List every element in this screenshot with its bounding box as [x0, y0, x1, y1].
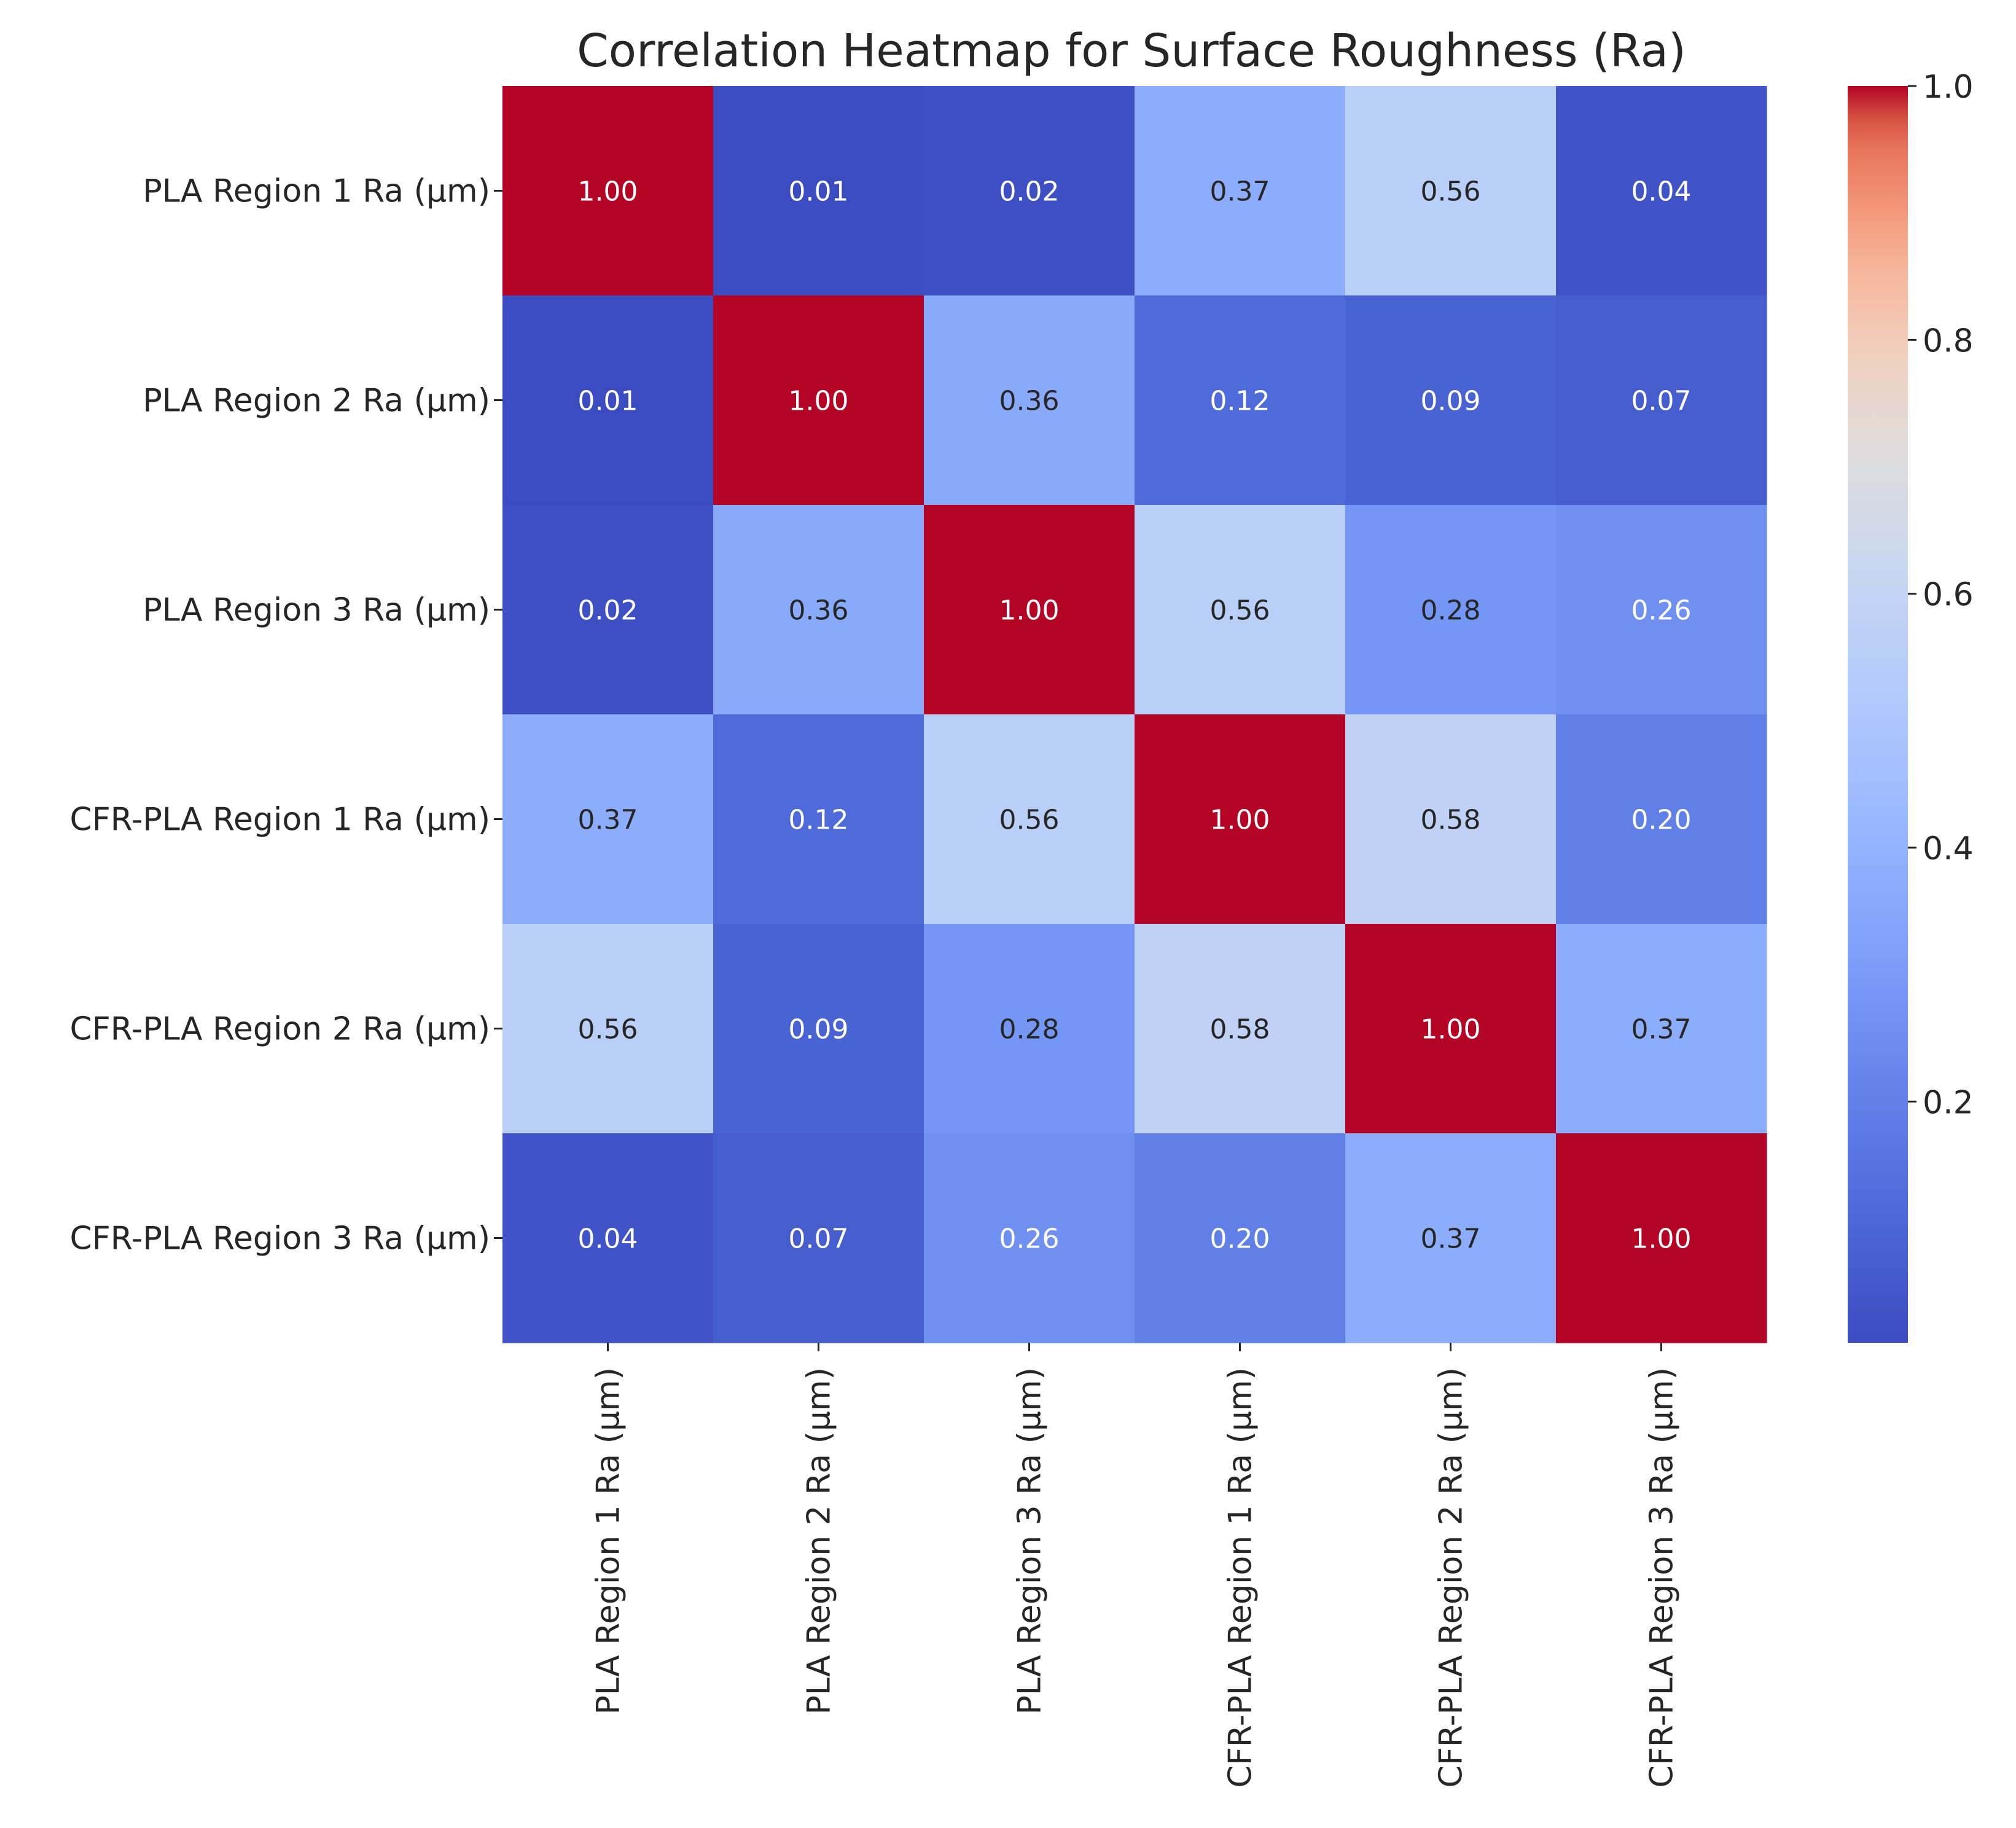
cell-value-label-r1-c3: 0.02 — [999, 176, 1060, 208]
cell-value-label-r4-c5: 0.58 — [1421, 805, 1481, 836]
cell-value-label-r4-c1: 0.37 — [578, 805, 638, 836]
cell-value-label-r4-c3: 0.56 — [999, 805, 1060, 836]
row-labels: PLA Region 1 Ra (μm) PLA Region 2 Ra (μm)… — [70, 173, 502, 1257]
cell-value-label-r5-c6: 0.37 — [1631, 1014, 1692, 1045]
heatmap-cell-r2-c4 — [1135, 295, 1346, 506]
heatmap-cell-r3-c4 — [1135, 505, 1346, 715]
heatmap-cell-r1-c1 — [502, 86, 714, 296]
cell-value-label-r3-c4: 0.56 — [1210, 595, 1270, 627]
cell-value-label-r6-c5: 0.37 — [1421, 1224, 1481, 1255]
cell-value-label-r5-c5: 1.00 — [1421, 1014, 1481, 1045]
column-label-5: CFR-PLA Region 2 Ra (μm) — [1433, 1367, 1470, 1787]
colorbar-tick-label-4: 0.8 — [1923, 322, 1974, 359]
cell-value-label-r5-c1: 0.56 — [578, 1014, 638, 1045]
colorbar-tick-label-5: 1.0 — [1923, 69, 1974, 106]
cell-value-label-r5-c2: 0.09 — [789, 1014, 849, 1045]
heatmap-cell-r2-c2 — [713, 295, 924, 506]
column-label-6: CFR-PLA Region 3 Ra (μm) — [1644, 1367, 1681, 1787]
heatmap-cell-r2-c6 — [1556, 295, 1767, 506]
row-label-6: CFR-PLA Region 3 Ra (μm) — [70, 1221, 490, 1257]
heatmap-cell-r2-c3 — [924, 295, 1135, 506]
row-label-5: CFR-PLA Region 2 Ra (μm) — [70, 1011, 490, 1048]
cell-value-label-r1-c6: 0.04 — [1631, 176, 1692, 208]
column-labels: PLA Region 1 Ra (μm) PLA Region 2 Ra (μm)… — [590, 1343, 1681, 1787]
heatmap-cell-r3-c3 — [924, 505, 1135, 715]
column-label-4: CFR-PLA Region 1 Ra (μm) — [1222, 1367, 1259, 1787]
heatmap-cell-r3-c1 — [502, 505, 714, 715]
cell-value-label-r4-c2: 0.12 — [789, 805, 849, 836]
cell-value-label-r3-c6: 0.26 — [1631, 595, 1692, 627]
heatmap-cell-r4-c3 — [924, 714, 1135, 924]
colorbar-tick-label-1: 0.2 — [1923, 1084, 1974, 1121]
cell-value-label-r2-c4: 0.12 — [1210, 386, 1270, 417]
heatmap-cell-r4-c2 — [713, 714, 924, 924]
cell-value-label-r3-c5: 0.28 — [1421, 595, 1481, 627]
heatmap-cell-r5-c3 — [924, 924, 1135, 1134]
heatmap-cell-r6-c1 — [502, 1133, 714, 1343]
heatmap-cell-r3-c6 — [1556, 505, 1767, 715]
colorbar-tick-label-2: 0.4 — [1923, 830, 1974, 867]
column-label-3: PLA Region 3 Ra (μm) — [1012, 1367, 1049, 1714]
heatmap-cell-r1-c2 — [713, 86, 924, 296]
cell-value-label-r2-c6: 0.07 — [1631, 386, 1692, 417]
heatmap-cell-r5-c6 — [1556, 924, 1767, 1134]
chart-title: Correlation Heatmap for Surface Roughnes… — [577, 25, 1686, 77]
cell-value-label-r1-c2: 0.01 — [789, 176, 849, 208]
heatmap-cell-r6-c6 — [1556, 1133, 1767, 1343]
cell-value-label-r5-c3: 0.28 — [999, 1014, 1060, 1045]
cell-value-label-r1-c1: 1.00 — [578, 176, 638, 208]
colorbar-tick-label-3: 0.6 — [1923, 577, 1974, 614]
cell-value-label-r3-c2: 0.36 — [789, 595, 849, 627]
cell-value-label-r2-c3: 0.36 — [999, 386, 1060, 417]
cell-value-label-r3-c1: 0.02 — [578, 595, 638, 627]
heatmap-cell-r4-c4 — [1135, 714, 1346, 924]
heatmap-cell-r2-c5 — [1345, 295, 1557, 506]
heatmap-cell-r6-c4 — [1135, 1133, 1346, 1343]
cell-value-label-r6-c6: 1.00 — [1631, 1224, 1692, 1255]
row-label-3: PLA Region 3 Ra (μm) — [143, 592, 490, 629]
heatmap-cell-r1-c6 — [1556, 86, 1767, 296]
row-label-4: CFR-PLA Region 1 Ra (μm) — [70, 802, 490, 838]
cell-value-label-r6-c2: 0.07 — [789, 1224, 849, 1255]
colorbar-gradient — [1848, 86, 1908, 1343]
heatmap-cell-r6-c3 — [924, 1133, 1135, 1343]
heatmap-cell-r6-c5 — [1345, 1133, 1557, 1343]
cell-value-label-r6-c1: 0.04 — [578, 1224, 638, 1255]
heatmap-cells: 1.00 0.01 0.02 0.37 0.56 0.04 0.01 1.00 0.36 0.12… — [502, 86, 1767, 1343]
cell-value-label-r2-c1: 0.01 — [578, 386, 638, 417]
colorbar: 0.2 0.4 0.6 0.8 1.0 — [1848, 69, 1974, 1343]
heatmap-cell-r3-c2 — [713, 505, 924, 715]
heatmap-cell-r6-c2 — [713, 1133, 924, 1343]
cell-value-label-r4-c6: 0.20 — [1631, 805, 1692, 836]
heatmap-cell-r1-c5 — [1345, 86, 1557, 296]
cell-value-label-r2-c5: 0.09 — [1421, 386, 1481, 417]
column-label-2: PLA Region 2 Ra (μm) — [801, 1367, 838, 1714]
row-label-2: PLA Region 2 Ra (μm) — [143, 383, 490, 420]
heatmap-cell-r5-c1 — [502, 924, 714, 1134]
heatmap-cell-r5-c4 — [1135, 924, 1346, 1134]
cell-value-label-r5-c4: 0.58 — [1210, 1014, 1270, 1045]
heatmap-cell-r2-c1 — [502, 295, 714, 506]
cell-value-label-r4-c4: 1.00 — [1210, 805, 1270, 836]
heatmap-cell-r4-c6 — [1556, 714, 1767, 924]
heatmap-cell-r5-c5 — [1345, 924, 1557, 1134]
heatmap-cell-r1-c3 — [924, 86, 1135, 296]
heatmap-cell-r1-c4 — [1135, 86, 1346, 296]
heatmap-cell-r3-c5 — [1345, 505, 1557, 715]
cell-value-label-r6-c4: 0.20 — [1210, 1224, 1270, 1255]
cell-value-label-r3-c3: 1.00 — [999, 595, 1060, 627]
column-label-1: PLA Region 1 Ra (μm) — [590, 1367, 627, 1714]
cell-value-label-r1-c5: 0.56 — [1421, 176, 1481, 208]
cell-value-label-r1-c4: 0.37 — [1210, 176, 1270, 208]
cell-value-label-r6-c3: 0.26 — [999, 1224, 1060, 1255]
heatmap-cell-r4-c1 — [502, 714, 714, 924]
cell-value-label-r2-c2: 1.00 — [789, 386, 849, 417]
row-label-1: PLA Region 1 Ra (μm) — [143, 173, 490, 210]
heatmap-cell-r4-c5 — [1345, 714, 1557, 924]
heatmap-cell-r5-c2 — [713, 924, 924, 1134]
